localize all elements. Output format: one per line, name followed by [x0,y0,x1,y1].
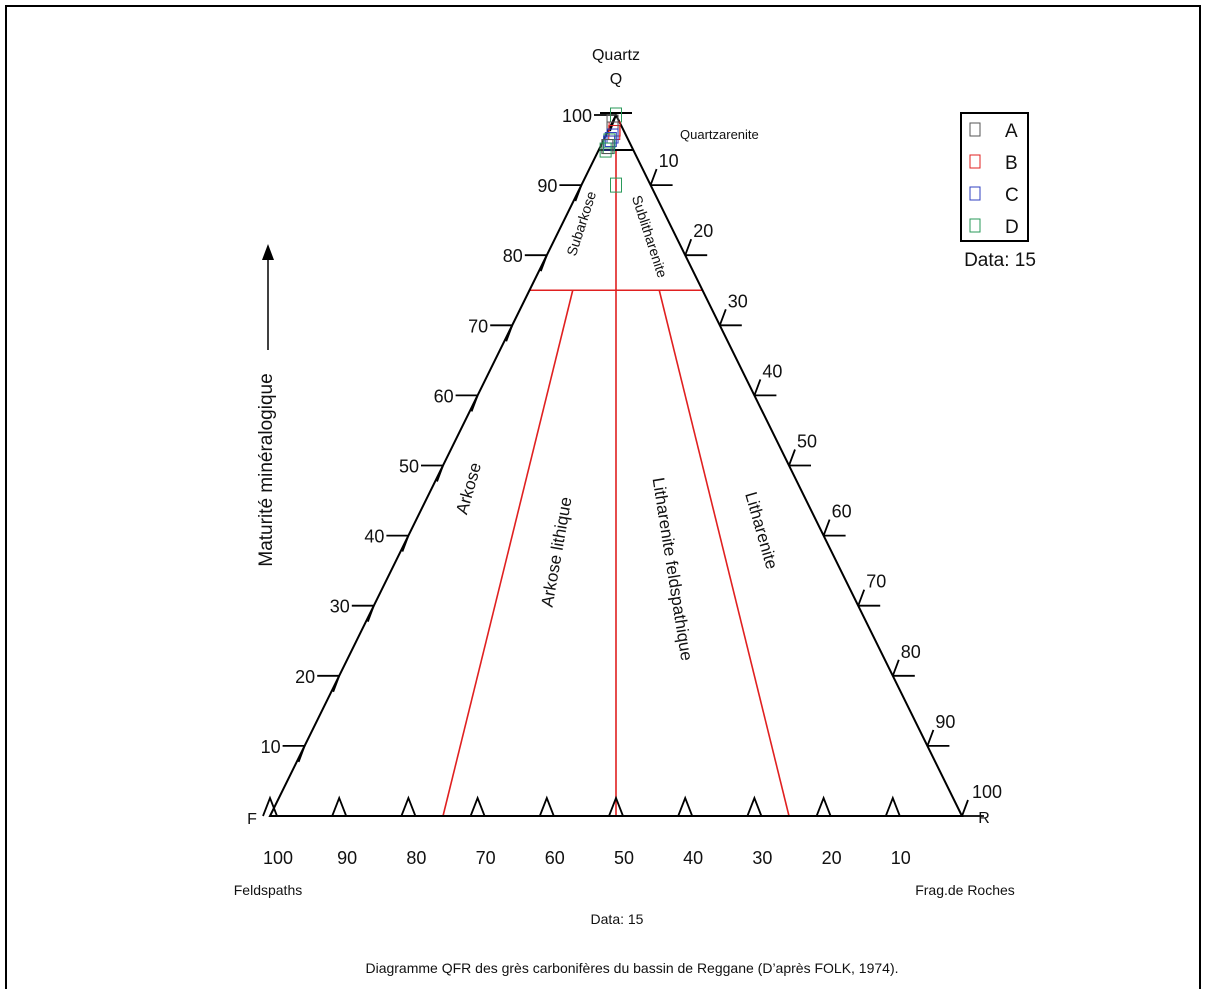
left-axis-tick [282,745,306,763]
left-axis-tick [317,674,341,693]
bottom-axis-tick-label: 70 [476,848,496,868]
apex-right-letter: R [978,810,990,827]
bottom-axis-tick-label: 30 [752,848,772,868]
bottom-axis-tick-label: 100 [263,848,293,868]
right-axis-tick-label: 10 [659,151,679,171]
legend-marker-a [969,122,981,137]
bottom-axis-tick-label: 60 [545,848,565,868]
left-axis-tick-label: 90 [537,176,557,196]
legend-marker-b [969,154,981,169]
legend-data-count: Data: 15 [964,250,1036,271]
right-axis-tick [718,308,742,327]
bottom-axis-tick [608,795,624,817]
bottom-axis-tick-label: 50 [614,848,634,868]
right-axis-tick [926,729,950,747]
field-label-arkose: Arkose [452,460,485,516]
figure-frame [5,5,1201,989]
boundary-f-r-3-1 [442,290,574,817]
right-axis-tick [788,449,811,467]
bottom-axis-tick-label: 80 [406,848,426,868]
bottom-axis-tick [746,795,763,817]
left-axis-tick [490,324,514,342]
boundary-f-r-1-3 [658,290,790,817]
right-axis-tick-label: 50 [797,432,817,452]
figure-caption: Diagramme QFR des grès carbonifères du b… [365,960,898,976]
left-axis-tick [524,254,548,272]
right-axis-tick-label: 90 [935,712,955,732]
bottom-axis-tick [262,795,278,817]
right-axis-tick [822,519,846,537]
bottom-axis-tick [677,795,694,817]
right-axis-tick [753,379,777,397]
left-axis-tick [455,394,479,412]
legend-marker-d [969,218,981,233]
maturity-arrow-head [262,244,274,260]
bottom-axis-tick [538,795,555,817]
legend-box [960,112,1029,242]
right-axis-tick [891,659,915,677]
left-axis-tick-label: 80 [503,246,523,266]
field-label-litharenite-feldspathique: Litharenite feldspathique [649,476,697,662]
bottom-axis-tick [815,795,832,817]
apex-left-name: Feldspaths [234,882,302,898]
sample-points [599,107,622,193]
right-axis-tick-label: 70 [866,572,886,592]
field-label-quartzarenite: Quartzarenite [680,127,759,142]
axis-ticks: 10 20 30 40 50 60 70 80 90 100 10 20 30 40 50 60 70 80 90 1… [261,106,1002,868]
left-axis-tick [421,464,444,482]
left-axis-tick-label: 70 [468,316,488,336]
sample-point-d [610,177,622,193]
apex-top-letter: Q [610,71,622,88]
right-axis-tick-label: 60 [832,502,852,522]
right-axis-tick-label: 30 [728,291,748,311]
right-axis-tick [649,168,673,186]
maturity-axis-label: Maturité minéralogique [256,373,277,566]
sample-point-d [599,142,612,158]
left-axis-tick-label: 100 [562,106,592,126]
left-axis-tick-label: 10 [261,737,281,757]
right-axis-tick [961,799,984,817]
left-axis-tick-label: 50 [399,457,419,477]
field-boundaries [442,150,790,817]
bottom-axis-tick [400,795,417,817]
bottom-axis-tick [884,795,901,817]
field-label-arkose-lithique: Arkose lithique [538,495,576,608]
bottom-axis-tick-label: 40 [683,848,703,868]
legend-label-b: B [1005,153,1018,174]
sample-point-a [601,139,614,155]
apex-left-letter: F [247,811,257,828]
bottom-axis-tick-label: 90 [337,848,357,868]
legend-label-a: A [1005,121,1018,142]
legend-marker-c [969,186,981,201]
bottom-data-count: Data: 15 [591,911,644,927]
left-axis-tick [559,184,583,202]
right-axis-tick-label: 20 [693,221,713,241]
right-axis-tick [684,238,708,257]
left-axis-tick-label: 30 [330,597,350,617]
field-label-litharenite: Litharenite [741,490,781,572]
left-axis-tick-label: 20 [295,667,315,687]
legend-label-d: D [1005,217,1019,238]
bottom-axis-tick-label: 10 [891,848,911,868]
right-axis-tick-label: 80 [901,642,921,662]
left-axis-tick [351,604,375,623]
left-axis-tick-label: 40 [364,527,384,547]
field-label-subarkose: Subarkose [563,189,599,258]
field-label-sublitharenite: Sublitharenite [629,193,671,280]
apex-top-name: Quartz [592,47,640,64]
apex-right-name: Frag.de Roches [915,882,1015,898]
left-axis-tick [386,534,410,552]
right-axis-tick-label: 100 [972,782,1002,802]
left-axis-tick-label: 60 [434,386,454,406]
right-axis-tick [857,589,881,607]
right-axis-tick-label: 40 [762,361,782,381]
bottom-axis-tick [469,795,486,817]
bottom-axis-tick-label: 20 [822,848,842,868]
bottom-axis-tick [331,795,348,817]
legend-label-c: C [1005,185,1019,206]
